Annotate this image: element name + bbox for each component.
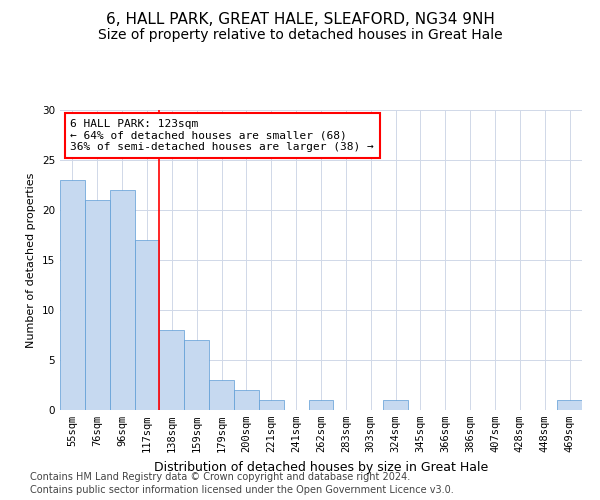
- Text: Contains public sector information licensed under the Open Government Licence v3: Contains public sector information licen…: [30, 485, 454, 495]
- Bar: [134, 240, 160, 410]
- Text: 6 HALL PARK: 123sqm
← 64% of detached houses are smaller (68)
36% of semi-detach: 6 HALL PARK: 123sqm ← 64% of detached ho…: [70, 119, 374, 152]
- X-axis label: Distribution of detached houses by size in Great Hale: Distribution of detached houses by size …: [154, 460, 488, 473]
- Bar: [383, 400, 408, 410]
- Bar: [308, 400, 334, 410]
- Text: Size of property relative to detached houses in Great Hale: Size of property relative to detached ho…: [98, 28, 502, 42]
- Bar: [557, 400, 582, 410]
- Bar: [184, 340, 209, 410]
- Bar: [110, 190, 134, 410]
- Bar: [160, 330, 184, 410]
- Y-axis label: Number of detached properties: Number of detached properties: [26, 172, 37, 348]
- Bar: [234, 390, 259, 410]
- Text: Contains HM Land Registry data © Crown copyright and database right 2024.: Contains HM Land Registry data © Crown c…: [30, 472, 410, 482]
- Bar: [259, 400, 284, 410]
- Bar: [209, 380, 234, 410]
- Bar: [85, 200, 110, 410]
- Text: 6, HALL PARK, GREAT HALE, SLEAFORD, NG34 9NH: 6, HALL PARK, GREAT HALE, SLEAFORD, NG34…: [106, 12, 494, 28]
- Bar: [60, 180, 85, 410]
